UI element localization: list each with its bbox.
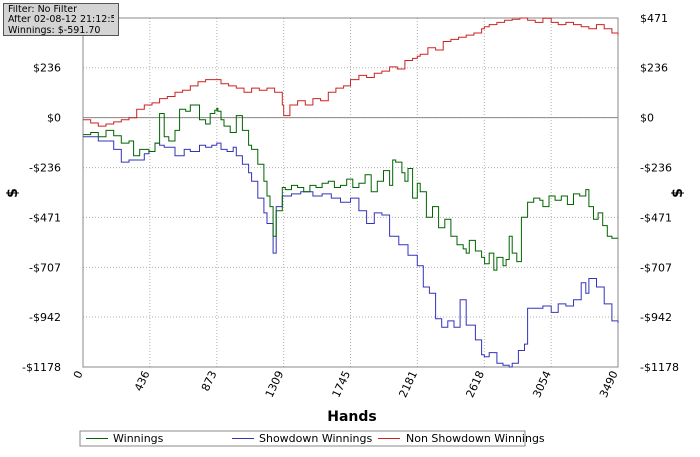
legend-label: Non Showdown Winnings: [406, 432, 545, 445]
y-tick-label-right: -$236: [640, 162, 672, 175]
y-tick-label-left: -$942: [29, 311, 61, 324]
winnings-label: Winnings: $-591.70: [8, 25, 101, 36]
y-tick-label-left: $236: [33, 62, 61, 75]
x-tick-label: 3490: [597, 369, 621, 400]
plot-area: [82, 17, 619, 368]
y-tick-label-left: -$471: [29, 211, 61, 224]
y-tick-label-left: -$1178: [22, 361, 61, 374]
y-tick-label-right: -$942: [640, 311, 672, 324]
y-tick-label-left: $0: [47, 112, 61, 125]
y-tick-label-right: -$1178: [640, 361, 679, 374]
y-tick-label-left: -$236: [29, 162, 61, 175]
x-tick-label: 1745: [330, 369, 354, 400]
info-box: Filter: No Filter After 02-08-12 21:12:5…: [3, 3, 119, 36]
x-tick-label: 2181: [396, 369, 420, 400]
grid-lines: [82, 17, 619, 368]
after-date-label: After 02-08-12 21:12:55: [8, 15, 114, 26]
y-axis-title-left: $: [5, 188, 21, 198]
filter-label: Filter: No Filter: [8, 5, 78, 15]
x-tick-label: 873: [199, 369, 220, 394]
x-tick-label: 2618: [463, 369, 487, 400]
legend: Winnings Showdown Winnings Non Showdown Wi…: [79, 430, 545, 447]
y-tick-label-right: -$471: [640, 211, 672, 224]
series-layer: [83, 17, 619, 368]
x-tick-label: 3054: [530, 369, 554, 400]
left-axis: $471$236$0-$236-$471-$707-$942-$1178: [22, 12, 61, 374]
x-tick-label: 0: [71, 369, 86, 381]
legend-box: [79, 430, 526, 447]
y-tick-label-right: $0: [640, 112, 654, 125]
x-axis-title: Hands: [327, 409, 377, 425]
y-axis-title-right: $: [670, 188, 686, 198]
y-tick-label-right: $236: [640, 62, 668, 75]
series-line-showdown-winnings: [83, 136, 619, 368]
x-tick-label: 1309: [263, 369, 287, 400]
x-tick-label: 436: [132, 369, 153, 394]
y-tick-label-right: $471: [640, 12, 668, 25]
y-tick-label-right: -$707: [640, 261, 672, 274]
x-axis: 0 436 873 1309 1745 2181 2618 3054 3490: [71, 369, 621, 400]
y-tick-label-left: -$707: [29, 261, 61, 274]
series-line-non-showdown-winnings: [83, 17, 619, 127]
right-axis: $471 $236 $0 -$236 -$471 -$707 -$942 -$1178: [640, 12, 679, 374]
legend-label: Showdown Winnings: [259, 432, 373, 445]
series-line-winnings: [83, 104, 618, 271]
legend-label: Winnings: [113, 432, 164, 445]
